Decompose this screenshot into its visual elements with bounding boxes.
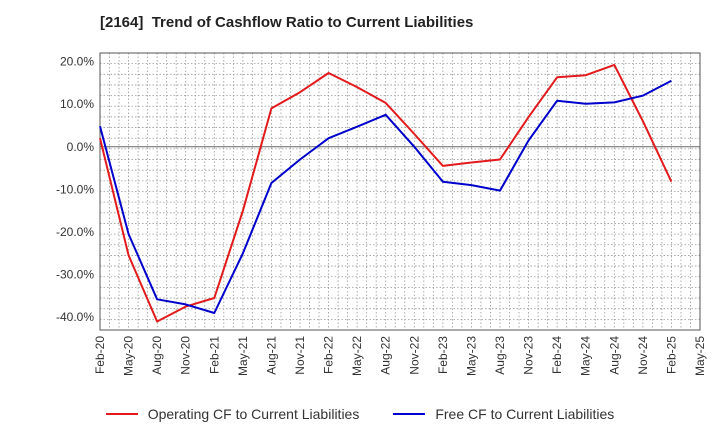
y-tick-label: -20.0% <box>56 225 94 239</box>
series-line-1 <box>99 79 672 314</box>
y-tick-label: -40.0% <box>56 310 94 324</box>
legend: Operating CF to Current Liabilities Free… <box>0 406 720 422</box>
legend-label-operating: Operating CF to Current Liabilities <box>147 406 360 422</box>
series-layer <box>99 63 673 323</box>
series-line-0 <box>99 63 673 323</box>
y-tick-label: 10.0% <box>60 97 94 111</box>
axis-layer <box>99 52 701 331</box>
x-tick-label: Nov-22 <box>407 336 421 375</box>
x-tick-label: Feb-22 <box>322 336 336 374</box>
legend-swatch-free <box>393 413 426 415</box>
x-tick-label: Feb-25 <box>664 336 678 374</box>
x-tick-label: Nov-24 <box>636 336 650 375</box>
y-tick-label: 0.0% <box>67 140 95 154</box>
x-tick-label: May-24 <box>579 336 593 376</box>
x-tick-labels: Feb-20 May-20 Aug-20 Nov-20 Feb-21 May-21 Aug-… <box>93 336 707 376</box>
legend-label-free: Free CF to Current Liabilities <box>435 406 615 422</box>
x-tick-label: Aug-22 <box>379 336 393 375</box>
y-tick-labels: 20.0% 10.0% 0.0% -10.0% -20.0% -30.0% -40.0% <box>56 55 94 325</box>
x-tick-label: May-23 <box>464 336 478 376</box>
x-tick-label: Feb-24 <box>550 336 564 374</box>
x-tick-label: May-22 <box>350 336 364 376</box>
y-tick-label: -10.0% <box>56 182 94 196</box>
chart-title: [2164] Trend of Cashflow Ratio to Curren… <box>100 14 474 31</box>
x-tick-label: Feb-21 <box>207 336 221 374</box>
x-tick-label: Feb-20 <box>93 336 107 374</box>
x-tick-label: May-25 <box>693 336 707 376</box>
legend-item-free: Free CF to Current Liabilities <box>393 406 614 422</box>
grid-layer <box>99 52 701 331</box>
y-tick-label: -30.0% <box>56 268 94 282</box>
x-tick-label: Aug-23 <box>493 336 507 375</box>
x-tick-label: May-20 <box>122 336 136 376</box>
y-tick-label: 20.0% <box>60 55 94 69</box>
x-tick-label: Feb-23 <box>436 336 450 374</box>
x-tick-label: Aug-21 <box>264 336 278 375</box>
x-tick-label: Nov-21 <box>293 336 307 375</box>
x-tick-label: Nov-23 <box>522 336 536 375</box>
x-tick-label: Aug-24 <box>607 336 621 375</box>
x-tick-label: Nov-20 <box>179 336 193 375</box>
plot-frame <box>99 52 701 331</box>
legend-swatch-operating <box>105 413 138 415</box>
legend-item-operating: Operating CF to Current Liabilities <box>105 406 360 422</box>
x-tick-label: May-21 <box>236 336 250 376</box>
x-tick-label: Aug-20 <box>150 336 164 375</box>
